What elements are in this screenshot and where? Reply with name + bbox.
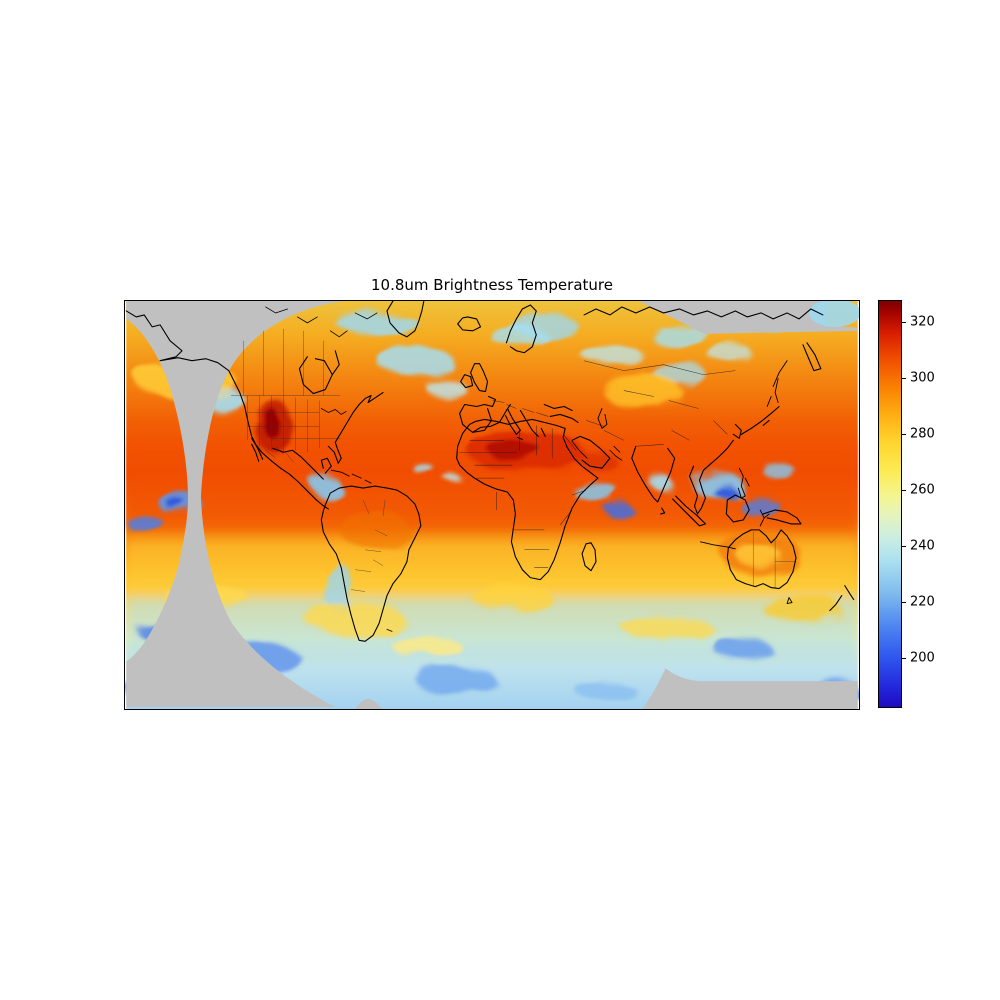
colorbar-tick-label: 260 <box>910 482 935 498</box>
colorbar-tick-mark <box>902 545 906 547</box>
colorbar: 320 300 280 260 240 220 200 <box>878 300 935 708</box>
colorbar-tick-label: 320 <box>910 314 935 330</box>
colorbar-tick-label: 200 <box>910 650 935 666</box>
state-borders <box>230 328 797 592</box>
colorbar-gradient <box>878 300 902 708</box>
no-data-region-west <box>126 301 346 708</box>
colorbar-tick-label: 280 <box>910 426 935 442</box>
colorbar-tick-mark <box>902 434 906 436</box>
map-plot <box>125 301 859 709</box>
colorbar-tick-label: 220 <box>910 594 935 610</box>
colorbar-tick-mark <box>902 378 906 380</box>
map-axes <box>124 300 860 710</box>
colorbar-tick-mark <box>902 601 906 603</box>
chart-title: 10.8um Brightness Temperature <box>371 276 613 294</box>
colorbar-tick-label: 240 <box>910 538 935 554</box>
no-data-region-southeast <box>641 668 858 709</box>
colorbar-tick-label: 300 <box>910 370 935 386</box>
colorbar-tick-mark <box>902 322 906 324</box>
country-borders <box>459 360 736 568</box>
temperature-field <box>125 301 858 709</box>
no-data-region-northeast <box>638 301 858 334</box>
northeast-corner-cloud <box>808 301 859 327</box>
colorbar-tick-mark <box>902 490 906 492</box>
colorbar-tick-mark <box>902 657 906 659</box>
coastlines <box>125 301 855 642</box>
no-data-gap-south <box>355 699 383 709</box>
